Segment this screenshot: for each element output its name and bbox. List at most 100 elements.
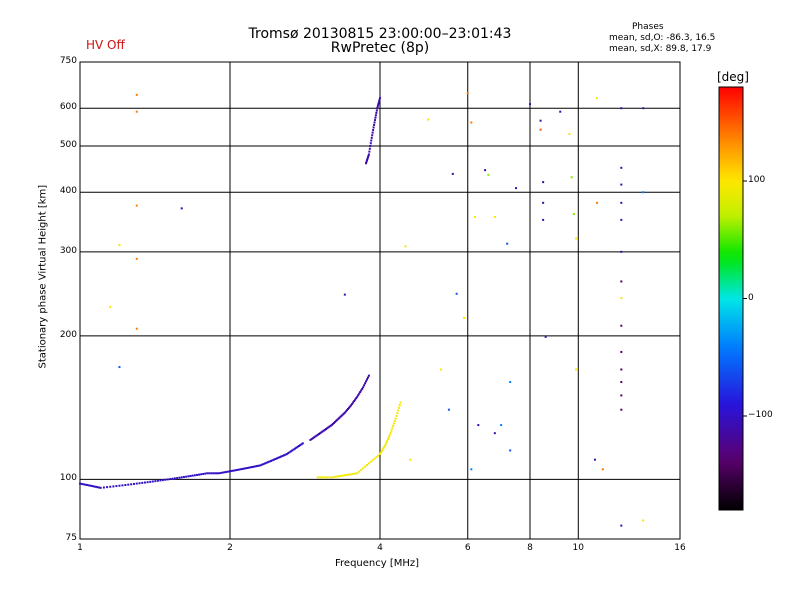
colorbar-tick-label: 0: [748, 292, 754, 303]
data-point: [389, 432, 392, 435]
data-point: [321, 476, 324, 479]
data-point: [217, 472, 220, 475]
data-point: [341, 474, 344, 477]
data-point: [269, 459, 272, 462]
data-point: [316, 433, 319, 436]
data-point: [319, 432, 322, 435]
colorbar-tick-label: 100: [748, 175, 766, 185]
data-point: [135, 482, 138, 485]
data-point: [394, 417, 397, 420]
colorbar-label: [deg]: [717, 70, 749, 84]
data-point: [384, 444, 387, 447]
data-point: [143, 481, 146, 484]
data-point: [315, 434, 318, 437]
data-point: [345, 473, 348, 476]
data-point: [173, 477, 176, 480]
data-point: [132, 482, 135, 485]
data-point: [271, 459, 274, 462]
data-point: [316, 476, 319, 479]
data-point: [130, 483, 133, 486]
data-point: [254, 465, 257, 468]
data-point: [372, 129, 375, 132]
data-point: [620, 381, 623, 384]
data-point: [427, 118, 430, 121]
data-point: [335, 475, 338, 478]
data-point: [620, 280, 623, 283]
data-point: [354, 472, 357, 475]
colorbar-tick-label: −100: [748, 410, 773, 420]
data-point: [570, 176, 573, 179]
data-point: [466, 92, 469, 95]
data-point: [367, 374, 370, 377]
y-tick-label: 75: [65, 533, 77, 543]
data-point: [348, 406, 351, 409]
data-point: [371, 131, 374, 134]
data-point: [182, 476, 185, 479]
data-point: [477, 424, 480, 427]
data-point: [386, 440, 389, 443]
data-point: [219, 471, 222, 474]
data-point: [371, 459, 374, 462]
data-point: [388, 434, 391, 437]
data-point: [259, 464, 262, 467]
data-point: [94, 485, 97, 488]
data-point: [246, 466, 249, 469]
data-point: [392, 424, 395, 427]
data-point: [301, 442, 304, 445]
data-point: [372, 126, 375, 129]
data-point: [337, 475, 340, 478]
data-point: [368, 147, 371, 150]
data-point: [385, 442, 388, 445]
data-point: [331, 422, 334, 425]
data-point: [358, 392, 361, 395]
data-point: [572, 213, 575, 216]
data-point: [367, 153, 370, 156]
data-point: [322, 429, 325, 432]
data-point: [354, 398, 357, 401]
data-point: [366, 157, 369, 160]
y-tick-label: 500: [59, 139, 77, 150]
data-point: [370, 136, 373, 139]
data-point: [575, 368, 578, 371]
data-point: [326, 476, 329, 479]
data-point: [341, 413, 344, 416]
data-point: [356, 472, 359, 475]
data-point: [377, 103, 380, 106]
data-point: [266, 461, 269, 464]
data-point: [378, 98, 381, 101]
data-point: [263, 462, 266, 465]
data-point: [156, 479, 159, 482]
data-point: [351, 402, 354, 405]
data-point: [470, 468, 473, 471]
chart-subtitle: RwPretec (8p): [330, 40, 430, 56]
data-point: [539, 119, 542, 122]
data-point: [409, 458, 412, 461]
data-point: [542, 181, 545, 184]
data-point: [568, 132, 571, 135]
data-point: [151, 480, 154, 483]
data-point: [293, 447, 296, 450]
data-point: [383, 445, 386, 448]
data-point: [289, 450, 292, 453]
data-point: [79, 482, 81, 485]
data-point: [208, 472, 211, 475]
y-tick-label: 300: [59, 245, 77, 256]
data-point: [84, 483, 87, 486]
data-point: [361, 387, 364, 390]
data-point: [620, 368, 623, 371]
data-point: [227, 470, 230, 473]
data-point: [146, 481, 149, 484]
chart-title: Tromsø 20130815 23:00:00–23:01:43: [248, 26, 512, 42]
y-tick-label: 400: [59, 186, 77, 197]
data-point: [365, 378, 368, 381]
data-point: [357, 394, 360, 397]
data-point: [232, 469, 235, 472]
data-point: [601, 468, 604, 471]
data-point: [397, 406, 400, 409]
data-point: [447, 408, 450, 411]
data-point: [343, 474, 346, 477]
data-point: [352, 472, 355, 475]
hv-status-label: HV Off: [86, 38, 125, 52]
data-point: [642, 519, 645, 522]
